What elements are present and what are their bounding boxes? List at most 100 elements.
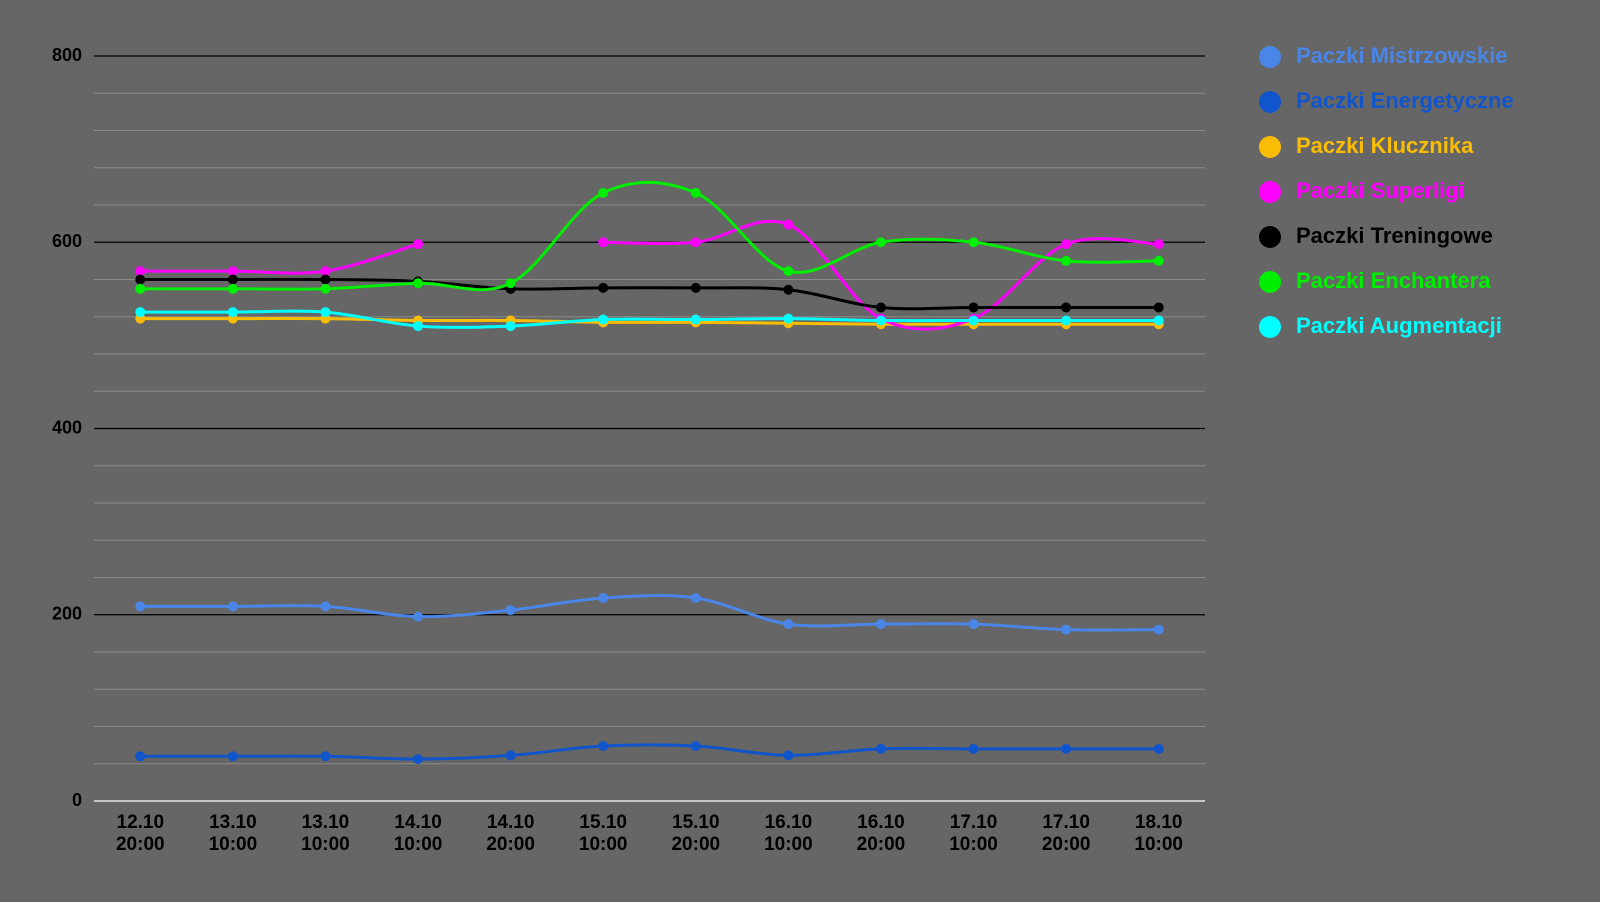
data-point <box>227 283 238 294</box>
data-point <box>690 314 701 325</box>
data-point <box>135 274 146 285</box>
data-point <box>1061 302 1072 313</box>
legend-label: Paczki Superligi <box>1296 178 1465 203</box>
x-tick-label: 20:00 <box>116 834 165 855</box>
x-tick-label: 10:00 <box>949 834 998 855</box>
legend-label: Paczki Enchantera <box>1296 268 1491 293</box>
data-point <box>968 302 979 313</box>
x-tick-label: 13.10 <box>302 812 350 833</box>
data-point <box>1153 239 1164 250</box>
data-point <box>505 605 516 616</box>
x-tick-label: 16.10 <box>857 812 905 833</box>
legend-label: Paczki Energetyczne <box>1296 88 1514 113</box>
data-point <box>320 601 331 612</box>
x-tick-label: 15.10 <box>579 812 627 833</box>
data-point <box>1153 624 1164 635</box>
x-tick-label: 16.10 <box>765 812 813 833</box>
y-tick-label: 600 <box>52 231 82 251</box>
data-point <box>227 751 238 762</box>
x-tick-label: 15.10 <box>672 812 720 833</box>
legend-label: Paczki Klucznika <box>1296 133 1474 158</box>
data-point <box>505 278 516 289</box>
legend-marker <box>1259 316 1281 338</box>
data-point <box>413 611 424 622</box>
data-point <box>690 592 701 603</box>
data-point <box>1153 302 1164 313</box>
x-tick-label: 10:00 <box>301 834 350 855</box>
data-point <box>690 237 701 248</box>
data-point <box>227 274 238 285</box>
legend-marker <box>1259 271 1281 293</box>
data-point <box>320 307 331 318</box>
series-line <box>140 309 1159 329</box>
data-point <box>135 751 146 762</box>
data-point <box>875 315 886 326</box>
x-tick-label: 10:00 <box>209 834 258 855</box>
data-point <box>135 266 146 277</box>
series-line <box>140 316 1159 326</box>
data-point <box>968 237 979 248</box>
data-point <box>135 283 146 294</box>
x-tick-label: 18.10 <box>1135 812 1183 833</box>
legend-label: Paczki Mistrzowskie <box>1296 43 1508 68</box>
data-point <box>1061 624 1072 635</box>
data-point <box>598 237 609 248</box>
data-point <box>598 282 609 293</box>
y-tick-label: 800 <box>52 45 82 65</box>
data-point <box>1153 255 1164 266</box>
data-point <box>505 750 516 761</box>
data-point <box>413 278 424 289</box>
x-tick-label: 14.10 <box>394 812 442 833</box>
data-point <box>875 302 886 313</box>
data-point <box>783 619 794 630</box>
x-tick-label: 10:00 <box>1134 834 1183 855</box>
data-point <box>227 266 238 277</box>
data-point <box>1061 239 1072 250</box>
x-tick-label: 20:00 <box>1042 834 1091 855</box>
x-tick-label: 20:00 <box>671 834 720 855</box>
data-point <box>1061 743 1072 754</box>
data-point <box>968 743 979 754</box>
data-point <box>1061 315 1072 326</box>
legend-marker <box>1259 91 1281 113</box>
y-tick-label: 0 <box>72 790 82 810</box>
x-tick-label: 17.10 <box>1042 812 1090 833</box>
data-point <box>875 237 886 248</box>
data-point <box>413 239 424 250</box>
data-point <box>1061 255 1072 266</box>
data-point <box>598 741 609 752</box>
data-point <box>783 313 794 324</box>
data-point <box>783 284 794 295</box>
x-tick-label: 10:00 <box>394 834 443 855</box>
y-tick-label: 200 <box>52 604 82 624</box>
x-tick-label: 12.10 <box>117 812 165 833</box>
series-line <box>140 594 1159 632</box>
x-tick-label: 20:00 <box>857 834 906 855</box>
data-point <box>968 619 979 630</box>
legend-marker <box>1259 136 1281 158</box>
data-point <box>135 601 146 612</box>
legend-label: Paczki Augmentacji <box>1296 313 1502 338</box>
x-tick-label: 20:00 <box>486 834 535 855</box>
data-point <box>968 315 979 326</box>
data-point <box>598 592 609 603</box>
data-point <box>413 321 424 332</box>
x-tick-label: 13.10 <box>209 812 257 833</box>
data-point <box>690 187 701 198</box>
series-line <box>140 743 1159 761</box>
data-point <box>135 307 146 318</box>
data-point <box>1153 743 1164 754</box>
legend-marker <box>1259 46 1281 68</box>
data-point <box>783 750 794 761</box>
data-point <box>690 741 701 752</box>
x-tick-label: 14.10 <box>487 812 535 833</box>
data-point <box>320 274 331 285</box>
data-point <box>320 751 331 762</box>
data-point <box>227 307 238 318</box>
data-point <box>320 283 331 294</box>
y-tick-label: 400 <box>52 417 82 437</box>
data-point <box>690 282 701 293</box>
data-point <box>598 314 609 325</box>
data-point <box>783 219 794 230</box>
x-tick-label: 17.10 <box>950 812 998 833</box>
